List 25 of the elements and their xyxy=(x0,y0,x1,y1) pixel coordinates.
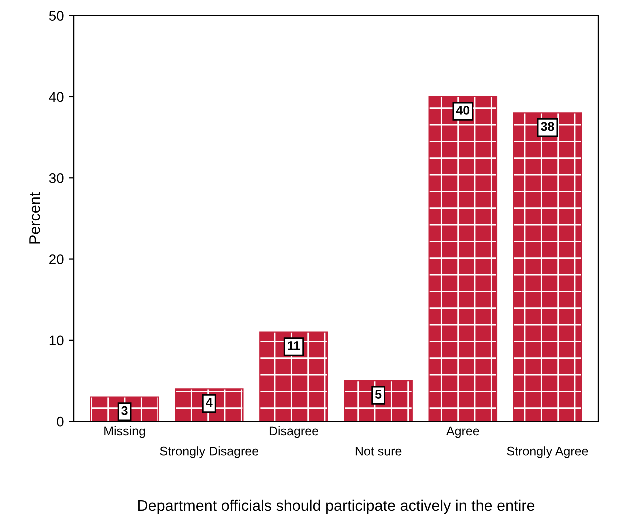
x-tick-label: Disagree xyxy=(270,426,318,438)
y-axis-title: Percent xyxy=(30,192,40,244)
data-label: 40 xyxy=(456,106,470,115)
y-tick-label: 20 xyxy=(50,254,64,264)
y-tick-label: 10 xyxy=(50,336,64,346)
data-label: 3 xyxy=(122,406,128,416)
data-label: 4 xyxy=(206,398,213,407)
x-tick-label: Not sure xyxy=(356,447,402,456)
bar xyxy=(344,380,413,422)
x-axis-title: Department officials should participate actively in the entire xyxy=(138,500,535,514)
data-label: 38 xyxy=(541,122,554,132)
y-tick-label: 40 xyxy=(49,92,64,102)
y-tick-label: 30 xyxy=(49,173,64,184)
x-tick-label: Agree xyxy=(446,426,480,438)
x-tick-label: Strongly Agree xyxy=(507,446,588,458)
data-label: 11 xyxy=(288,342,300,350)
data-label: 5 xyxy=(375,390,382,399)
bar xyxy=(428,96,498,422)
x-tick-label: Strongly Disagree xyxy=(160,446,259,458)
bar xyxy=(513,112,582,422)
y-tick-label: 0 xyxy=(57,416,64,427)
x-tick-label: Missing xyxy=(104,426,146,438)
bar xyxy=(174,388,244,422)
bar xyxy=(260,332,328,422)
y-tick-label: 50 xyxy=(49,11,64,21)
